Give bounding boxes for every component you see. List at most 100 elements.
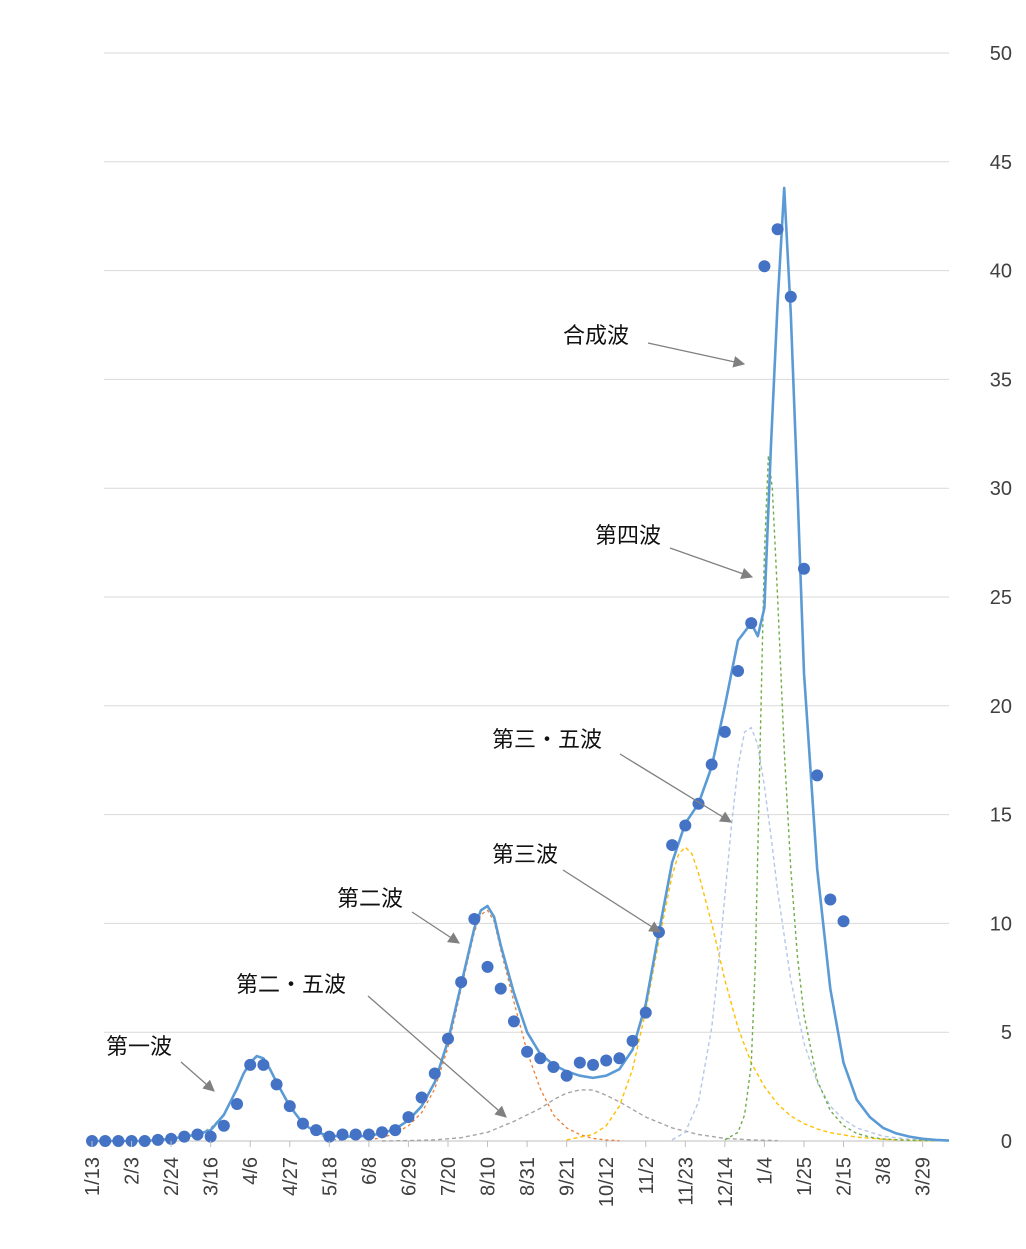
observed-point <box>468 913 481 926</box>
x-tick-label: 1/4 <box>754 1157 776 1185</box>
x-tick-label: 3/16 <box>201 1157 223 1196</box>
annotation-second-point-five-wave-arrow <box>367 995 507 1118</box>
observed-point <box>521 1045 534 1058</box>
y-tick-label: 40 <box>990 261 1012 283</box>
observed-point <box>178 1130 191 1143</box>
annotation-third-wave-arrow <box>562 869 661 933</box>
observed-point <box>323 1130 336 1143</box>
x-tick-label: 9/21 <box>557 1157 579 1196</box>
observed-point <box>349 1128 362 1141</box>
grid-lines <box>104 52 949 1142</box>
observed-point <box>732 664 745 677</box>
observed-point <box>204 1130 217 1143</box>
observed-point <box>428 1067 441 1080</box>
observed-point <box>626 1034 639 1047</box>
x-tick-label: 12/14 <box>715 1157 737 1207</box>
observed-point <box>600 1054 613 1067</box>
observed-point <box>560 1069 573 1082</box>
observed-point <box>336 1128 349 1141</box>
observed-point <box>415 1091 428 1104</box>
observed-point <box>837 915 850 928</box>
observed-point <box>310 1124 323 1137</box>
observed-point <box>534 1052 547 1065</box>
x-axis-tick-labels: 1/13 2/3 2/24 3/16 4/6 4/27 5/18 6/8 6/29 7/20 8/1… <box>82 1141 935 1207</box>
observed-point <box>231 1098 244 1111</box>
series-line-composite <box>92 186 950 1143</box>
annotation-fourth-wave-arrow <box>669 547 754 580</box>
annotation-third-point-five-wave: 第三・五波 <box>492 728 602 753</box>
observed-point <box>679 819 692 832</box>
observed-point <box>547 1061 560 1074</box>
observed-point <box>191 1128 204 1141</box>
observed-point <box>376 1126 389 1139</box>
observed-point <box>244 1058 257 1071</box>
y-axis-tick-labels: 0 5 10 15 20 25 30 35 40 45 50 <box>990 43 1012 1153</box>
x-tick-label: 1/13 <box>82 1157 104 1196</box>
x-tick-label: 8/31 <box>517 1157 539 1196</box>
observed-point <box>507 1015 520 1028</box>
observed-point <box>811 769 824 782</box>
series-line-wave-2-5 <box>382 1089 778 1142</box>
observed-point <box>441 1032 454 1045</box>
x-tick-label: 10/12 <box>596 1157 618 1207</box>
x-tick-label: 7/20 <box>438 1157 460 1196</box>
y-tick-label: 45 <box>990 152 1012 174</box>
y-tick-label: 5 <box>1001 1022 1012 1044</box>
annotation-first-wave-arrow <box>180 1061 215 1092</box>
observed-point <box>481 960 494 973</box>
observed-point <box>362 1128 375 1141</box>
series-layer <box>92 186 950 1143</box>
observed-point <box>112 1135 125 1147</box>
x-tick-label: 11/23 <box>675 1157 697 1206</box>
y-tick-label: 20 <box>990 696 1012 718</box>
annotations: 合成波 第四波 第三・五波 第三波 第二波 第二・五波 第一波 <box>106 324 754 1118</box>
x-tick-label: 2/3 <box>122 1157 144 1185</box>
observed-point <box>270 1078 283 1091</box>
x-tick-label: 4/6 <box>240 1157 262 1185</box>
x-tick-label: 3/8 <box>873 1157 895 1185</box>
observed-point <box>758 260 771 273</box>
y-tick-label: 50 <box>990 43 1012 65</box>
observed-point <box>745 617 758 630</box>
observed-point <box>613 1052 626 1065</box>
annotation-third-wave: 第三波 <box>492 843 558 868</box>
annotation-composite-wave-arrow <box>647 342 746 368</box>
observed-point <box>771 223 784 236</box>
x-tick-label: 3/29 <box>913 1157 935 1196</box>
observed-point <box>217 1119 230 1132</box>
x-tick-label: 2/15 <box>834 1157 856 1196</box>
observed-point <box>99 1135 112 1147</box>
observed-point <box>165 1132 178 1145</box>
y-tick-label: 35 <box>990 369 1012 391</box>
observed-point <box>797 562 810 575</box>
annotation-composite-wave: 合成波 <box>563 324 629 349</box>
y-tick-label: 10 <box>990 913 1012 935</box>
observed-point <box>573 1056 586 1069</box>
annotation-fourth-wave: 第四波 <box>595 524 661 549</box>
observed-point <box>138 1135 151 1147</box>
y-tick-label: 0 <box>1001 1131 1012 1153</box>
series-line-wave-2 <box>368 909 620 1142</box>
x-tick-label: 6/29 <box>398 1157 420 1196</box>
y-tick-label: 25 <box>990 587 1012 609</box>
observed-point <box>494 982 507 995</box>
annotation-second-wave-arrow <box>411 911 460 944</box>
observed-point <box>257 1058 270 1071</box>
observed-point <box>718 725 731 738</box>
x-tick-label: 4/27 <box>280 1157 302 1196</box>
observed-points <box>86 223 850 1147</box>
x-tick-label: 6/8 <box>359 1157 381 1185</box>
observed-point <box>296 1117 309 1130</box>
observed-point <box>666 839 679 852</box>
observed-point <box>639 1006 652 1019</box>
x-tick-label: 2/24 <box>161 1157 183 1196</box>
observed-point <box>151 1133 164 1146</box>
series-line-wave-3-5 <box>671 726 936 1142</box>
annotation-second-wave: 第二波 <box>337 887 403 912</box>
observed-point <box>455 976 468 989</box>
observed-point <box>784 290 797 303</box>
observed-point <box>824 893 837 906</box>
x-tick-label: 11/2 <box>636 1157 658 1194</box>
observed-point <box>587 1058 600 1071</box>
y-tick-label: 30 <box>990 478 1012 500</box>
